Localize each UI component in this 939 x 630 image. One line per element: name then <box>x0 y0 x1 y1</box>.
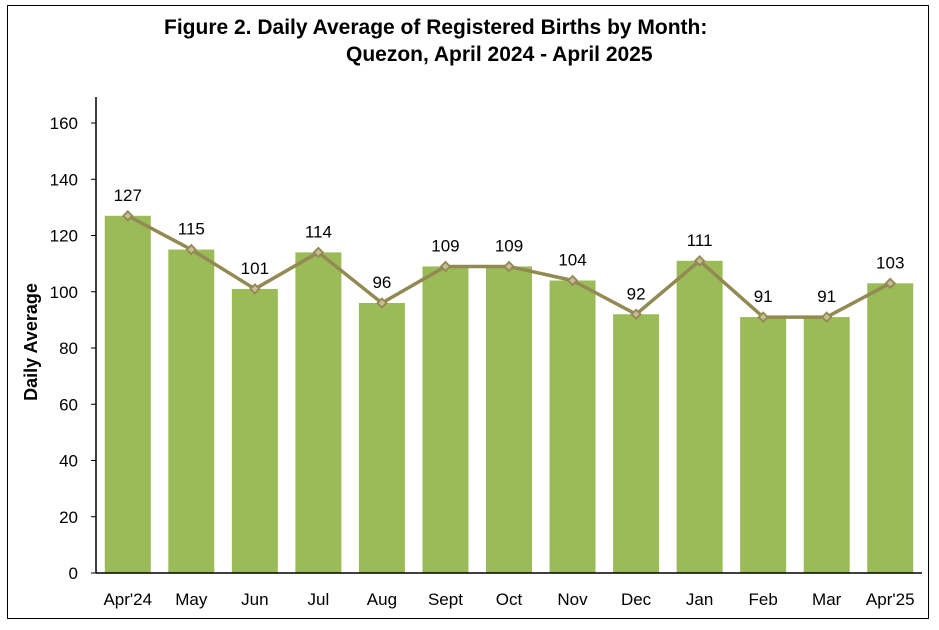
trend-marker <box>566 274 579 287</box>
trend-marker <box>312 246 325 259</box>
chart-subtitle: Quezon, April 2024 - April 2025 <box>346 43 653 66</box>
x-tick-label: Apr'25 <box>866 590 915 609</box>
x-tick-label: Jan <box>686 590 713 609</box>
bar <box>168 249 215 573</box>
data-label: 103 <box>876 253 904 272</box>
bar <box>295 252 342 573</box>
x-tick-label: May <box>175 590 208 609</box>
data-label: 92 <box>627 284 646 303</box>
x-tick-label: Aug <box>367 590 397 609</box>
trend-marker <box>121 210 134 222</box>
axes-group: 0 20 40 60 80 100 120 140 160 Apr'24 May Jun Jul Aug S… <box>50 97 922 609</box>
y-tick-label: 120 <box>50 227 78 246</box>
trend-line-group <box>121 210 897 323</box>
y-tick-label: 100 <box>50 283 78 302</box>
y-tick-label: 160 <box>50 114 78 133</box>
y-tick-label: 20 <box>59 508 78 527</box>
chart-title-block: Figure 2. Daily Average of Registered Bi… <box>0 14 939 68</box>
data-label: 127 <box>114 186 142 205</box>
x-tick-label: Apr'24 <box>103 590 152 609</box>
trend-marker <box>693 255 706 267</box>
data-label: 114 <box>305 222 332 241</box>
x-tick-label: Jul <box>308 590 330 609</box>
bar <box>422 266 469 573</box>
bar <box>867 283 914 573</box>
bar <box>740 317 787 573</box>
data-label: 96 <box>372 273 391 292</box>
x-tick-label: Oct <box>496 590 523 609</box>
y-tick-label: 0 <box>69 564 78 583</box>
data-label: 101 <box>241 259 269 278</box>
trend-marker <box>884 277 897 290</box>
trend-marker <box>439 260 452 273</box>
x-tick-label: Nov <box>557 590 588 609</box>
labels-group: 127 115 101 114 96 109 109 104 92 111 91 91 103 <box>114 186 905 306</box>
x-tick-label: Sept <box>428 590 463 609</box>
data-label: 109 <box>495 236 523 255</box>
trend-marker <box>376 297 388 309</box>
data-label: 109 <box>431 236 459 255</box>
data-label: 115 <box>178 220 205 239</box>
trend-marker <box>630 308 642 321</box>
y-tick-label: 40 <box>59 452 78 471</box>
data-label: 111 <box>687 231 713 250</box>
data-label: 104 <box>558 251 586 270</box>
x-tick-label: Feb <box>749 590 778 609</box>
y-tick-label: 140 <box>50 170 78 189</box>
chart-title: Figure 2. Daily Average of Registered Bi… <box>164 16 708 39</box>
bar <box>104 215 151 573</box>
bar <box>549 280 596 573</box>
data-label: 91 <box>754 287 773 306</box>
x-tick-label: Mar <box>812 590 842 609</box>
bar <box>231 288 278 573</box>
bar <box>358 303 405 573</box>
bar <box>613 314 660 573</box>
trend-marker <box>757 311 769 323</box>
bar <box>486 266 532 573</box>
bar <box>676 260 723 573</box>
bar <box>803 317 850 573</box>
x-tick-label: Jun <box>241 590 268 609</box>
trend-marker <box>249 283 261 295</box>
data-label: 91 <box>817 287 836 306</box>
y-tick-label: 60 <box>59 395 78 414</box>
y-axis-label: Daily Average <box>21 283 41 401</box>
bars-group <box>104 215 914 573</box>
trend-marker <box>185 243 198 256</box>
x-tick-label: Dec <box>621 590 652 609</box>
y-tick-label: 80 <box>59 339 78 358</box>
trend-marker <box>503 260 515 273</box>
trend-marker <box>820 311 833 323</box>
